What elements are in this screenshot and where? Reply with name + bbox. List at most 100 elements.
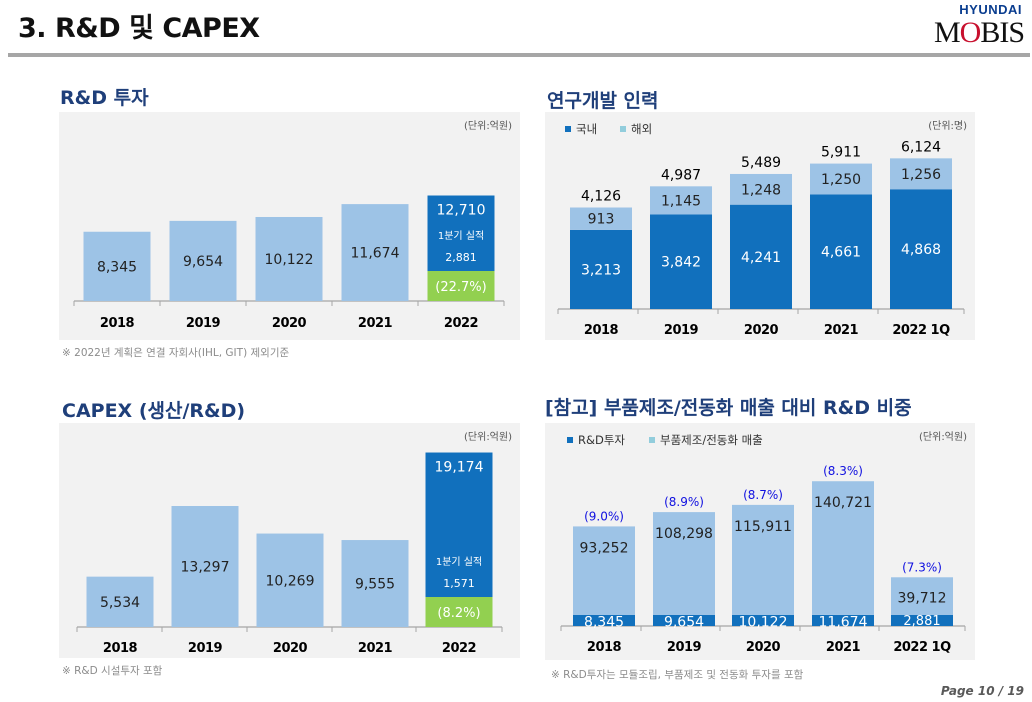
bar-2021 — [341, 540, 409, 627]
bar-value-label: 3,842 — [661, 255, 701, 271]
x-tick-label: 2018 — [587, 640, 622, 655]
bar-value-label: 9,555 — [355, 577, 395, 593]
bar-value-label: 4,241 — [741, 250, 781, 266]
ratio-label: (8.7%) — [743, 488, 783, 502]
ratio-label: (9.0%) — [584, 509, 624, 523]
bar-segment-2020 — [730, 204, 792, 309]
bar-value-label: 39,712 — [898, 590, 947, 606]
bar-2019 — [169, 220, 237, 301]
bar-segment-2018 — [570, 207, 632, 230]
q1-value-label: 1,571 — [443, 577, 475, 590]
bar-segment-2022 1Q — [890, 158, 952, 190]
x-tick-label: 2018 — [584, 323, 619, 338]
q1-pct-label: (22.7%) — [435, 280, 486, 295]
bar-segment-2020 — [732, 615, 794, 626]
bar-value-label: 1,256 — [901, 167, 941, 183]
bar-value-label: 12,710 — [437, 203, 486, 219]
x-tick-label: 2018 — [103, 641, 138, 656]
ratio-footnote: ※ R&D투자는 모듈조립, 부품제조 및 전동화 투자를 포함 — [551, 669, 804, 681]
ratio-section-title: [참고] 부품제조/전동화 매출 대비 R&D 비중 — [545, 397, 912, 419]
bar-segment-2019 — [650, 186, 712, 215]
bar-2020 — [256, 533, 324, 627]
bar-value-label: 115,911 — [734, 519, 792, 535]
legend-label: R&D투자 — [578, 433, 625, 447]
q1-value-label: 2,881 — [445, 251, 477, 264]
unit-label: (단위:억원) — [464, 119, 512, 132]
ratio-label: (8.9%) — [664, 495, 704, 509]
x-tick-label: 2019 — [186, 316, 221, 331]
unit-label: (단위:명) — [928, 119, 967, 132]
bar-value-label: 1,145 — [661, 193, 701, 209]
bar-value-label: 140,721 — [814, 495, 872, 511]
legend-swatch — [620, 126, 626, 132]
x-tick-label: 2020 — [273, 641, 308, 656]
ratio-label: (8.3%) — [823, 464, 863, 478]
x-tick-label: 2019 — [664, 323, 699, 338]
bar-value-label: 11,674 — [351, 246, 400, 262]
x-tick-label: 2021 — [826, 640, 861, 655]
bar-value-label: 1,250 — [821, 172, 861, 188]
hyundai-mobis-logo: HYUNDAI MOBIS — [933, 2, 1025, 49]
rnd-section-title: R&D 투자 — [60, 87, 149, 109]
bar-value-label: 9,654 — [664, 615, 704, 631]
unit-label: (단위:억원) — [919, 430, 967, 443]
header-divider — [8, 53, 1030, 57]
x-tick-label: 2019 — [188, 641, 223, 656]
legend-swatch — [649, 437, 655, 443]
bar-segment-2021 — [810, 163, 872, 195]
total-label: 4,987 — [661, 167, 701, 183]
bar-segment-2021 — [812, 481, 874, 615]
bar-2018 — [83, 231, 151, 301]
ratio-label: (7.3%) — [902, 560, 942, 574]
bar-value-label: 913 — [588, 212, 615, 228]
bar-value-label: 108,298 — [655, 526, 713, 542]
page-title: 3. R&D 및 CAPEX — [18, 13, 260, 44]
bar-segment-2018 — [573, 615, 635, 626]
rnd-chart: (단위:억원) 2018 2019 2020 2021 2022 8,345 9,654 10,… — [73, 119, 512, 331]
bar-2021 — [341, 204, 409, 301]
x-tick-label: 2020 — [746, 640, 781, 655]
bar-value-label: 93,252 — [580, 540, 629, 556]
total-label: 4,126 — [581, 189, 621, 205]
bar-value-label: 11,674 — [819, 614, 868, 630]
legend-label: 부품제조/전동화 매출 — [660, 433, 763, 447]
bar-segment-2018 — [570, 229, 632, 309]
bar-segment-2022 1Q — [891, 615, 953, 626]
x-tick-label: 2021 — [358, 641, 393, 656]
bar-value-label: 10,269 — [266, 573, 315, 589]
staff-chart: (단위:명) 2018 2019 2020 2021 2022 1Q 국내 해외 3,213 91… — [557, 119, 967, 338]
capex-chart: (단위:억원) 2018 2019 2020 2021 2022 5,534 13,297 10… — [76, 430, 512, 656]
x-tick-label: 2022 1Q — [892, 323, 950, 338]
capex-section-title: CAPEX (생산/R&D) — [62, 400, 246, 422]
q1-pct-label: (8.2%) — [437, 606, 480, 621]
total-label: 5,489 — [741, 155, 781, 171]
bar-value-label: 2,881 — [903, 614, 940, 629]
x-tick-label: 2022 — [442, 641, 476, 656]
x-tick-label: 2021 — [358, 316, 393, 331]
ratio-chart: (단위:억원) 2018 2019 2020 2021 2022 1Q R&D투자 부품제조/… — [560, 430, 967, 655]
legend-swatch — [565, 126, 571, 132]
bar-value-label: 1,248 — [741, 182, 781, 198]
x-tick-label: 2019 — [667, 640, 702, 655]
bar-segment-2019 — [653, 512, 715, 615]
bar-2020 — [255, 216, 323, 301]
bar-value-label: 4,868 — [901, 242, 941, 258]
bar-segment-2022 1Q — [891, 577, 953, 615]
bar-value-label: 3,213 — [581, 262, 621, 278]
bar-segment-2021 — [812, 614, 874, 626]
unit-label: (단위:억원) — [464, 430, 512, 443]
bar-value-label: 5,534 — [100, 595, 140, 611]
total-label: 6,124 — [901, 139, 941, 155]
bar-value-label: 10,122 — [739, 615, 788, 631]
bar-value-label: 4,661 — [821, 245, 861, 261]
bar-segment-2020 — [730, 173, 792, 205]
bar-segment-2019 — [650, 214, 712, 309]
legend-swatch — [567, 437, 573, 443]
capex-chart-panel: (단위:억원) 2018 2019 2020 2021 2022 5,534 13,297 10… — [59, 423, 520, 658]
page-number: Page 10 / 19 — [940, 684, 1024, 698]
bar-value-label: 9,654 — [183, 254, 223, 270]
bar-q1-segment — [425, 597, 493, 627]
bar-value-label: 10,122 — [265, 252, 314, 268]
bar-value-label: 13,297 — [181, 559, 230, 575]
bar-value-label: 8,345 — [584, 615, 624, 631]
